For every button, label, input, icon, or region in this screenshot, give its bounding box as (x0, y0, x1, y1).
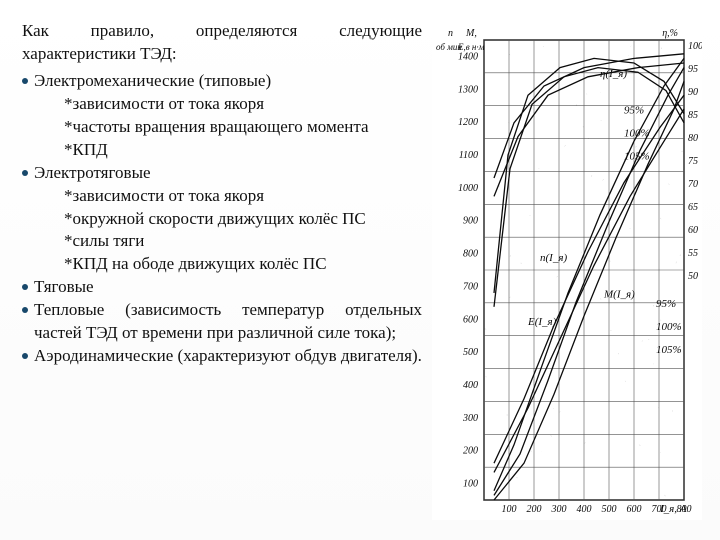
svg-text:500: 500 (602, 504, 617, 515)
bullet-dot-icon (22, 170, 28, 176)
sub-2a: *зависимости от тока якоря (22, 185, 422, 208)
svg-text:55: 55 (688, 248, 698, 259)
intro-text: Как правило, определяются следующие хара… (22, 20, 422, 66)
bullet-1-text: Электромеханические (типовые) (34, 70, 422, 93)
bullet-dot-icon (22, 353, 28, 359)
bullet-dot-icon (22, 307, 28, 313)
svg-text:η(I_я): η(I_я) (600, 68, 627, 80)
bullet-3-text: Тяговые (34, 276, 422, 299)
sub-1a: *зависимости от тока якоря (22, 93, 422, 116)
svg-text:105%: 105% (624, 151, 650, 163)
svg-text:1200: 1200 (458, 117, 478, 128)
sub-2d: *КПД на ободе движущих колёс ПС (22, 253, 422, 276)
bullet-3: Тяговые (22, 276, 422, 299)
svg-text:700: 700 (463, 281, 478, 292)
slide: Как правило, определяются следующие хара… (0, 0, 720, 540)
svg-text:80: 80 (688, 133, 698, 144)
svg-text:100: 100 (688, 41, 702, 52)
svg-text:М(I_я): М(I_я) (603, 289, 635, 301)
bullet-4-text: Тепловые (зависимость температур отдельн… (34, 299, 422, 345)
svg-text:65: 65 (688, 202, 698, 213)
svg-text:95%: 95% (656, 298, 676, 310)
svg-text:300: 300 (551, 504, 567, 515)
chart-svg: 100 200 300 400 500 600 700 800 I_я, А 1400 1300 12… (432, 20, 702, 520)
svg-text:400: 400 (577, 504, 592, 515)
svg-text:400: 400 (463, 380, 478, 391)
svg-text:E,в н·м: E,в н·м (457, 42, 485, 52)
svg-text:900: 900 (463, 216, 478, 227)
svg-text:E(I_я): E(I_я) (527, 316, 557, 328)
svg-text:η,%: η,% (662, 28, 678, 39)
svg-text:50: 50 (688, 271, 698, 282)
bullet-dot-icon (22, 284, 28, 290)
svg-text:100: 100 (463, 479, 478, 490)
sub-2c: *силы тяги (22, 230, 422, 253)
engineering-chart: 100 200 300 400 500 600 700 800 I_я, А 1400 1300 12… (432, 20, 702, 520)
bullet-2: Электротяговые (22, 162, 422, 185)
svg-text:100: 100 (502, 504, 517, 515)
svg-text:800: 800 (463, 249, 478, 260)
sub-2b: *окружной скорости движущих колёс ПС (22, 208, 422, 231)
bullet-2-text: Электротяговые (34, 162, 422, 185)
bullet-dot-icon (22, 78, 28, 84)
svg-text:60: 60 (688, 225, 698, 236)
svg-text:100%: 100% (656, 321, 682, 333)
svg-text:n(I_я): n(I_я) (540, 252, 567, 264)
svg-text:600: 600 (463, 314, 478, 325)
text-column: Как правило, определяются следующие хара… (22, 20, 422, 520)
svg-text:n: n (448, 28, 453, 39)
svg-text:200: 200 (463, 446, 478, 457)
svg-text:300: 300 (462, 413, 478, 424)
bullet-4: Тепловые (зависимость температур отдельн… (22, 299, 422, 345)
svg-text:600: 600 (627, 504, 642, 515)
bullet-5-text: Аэродинамические (характеризуют обдув дв… (34, 345, 422, 368)
svg-text:70: 70 (688, 179, 698, 190)
svg-text:М,: М, (465, 28, 477, 39)
svg-text:200: 200 (527, 504, 542, 515)
bullet-1: Электромеханические (типовые) (22, 70, 422, 93)
svg-text:105%: 105% (656, 344, 682, 356)
chart-column: 100 200 300 400 500 600 700 800 I_я, А 1400 1300 12… (432, 20, 702, 520)
svg-text:1300: 1300 (458, 84, 478, 95)
svg-text:500: 500 (463, 347, 478, 358)
svg-text:1000: 1000 (458, 183, 478, 194)
svg-text:95%: 95% (624, 105, 644, 117)
svg-text:75: 75 (688, 156, 698, 167)
svg-text:90: 90 (688, 87, 698, 98)
svg-text:1100: 1100 (459, 150, 478, 161)
svg-text:85: 85 (688, 110, 698, 121)
bullet-5: Аэродинамические (характеризуют обдув дв… (22, 345, 422, 368)
sub-1c: *КПД (22, 139, 422, 162)
svg-text:100%: 100% (624, 128, 650, 140)
svg-text:I_я, А: I_я, А (659, 503, 687, 515)
sub-1b: *частоты вращения вращающего момента (22, 116, 422, 139)
svg-text:1400: 1400 (458, 51, 478, 62)
svg-text:95: 95 (688, 64, 698, 75)
